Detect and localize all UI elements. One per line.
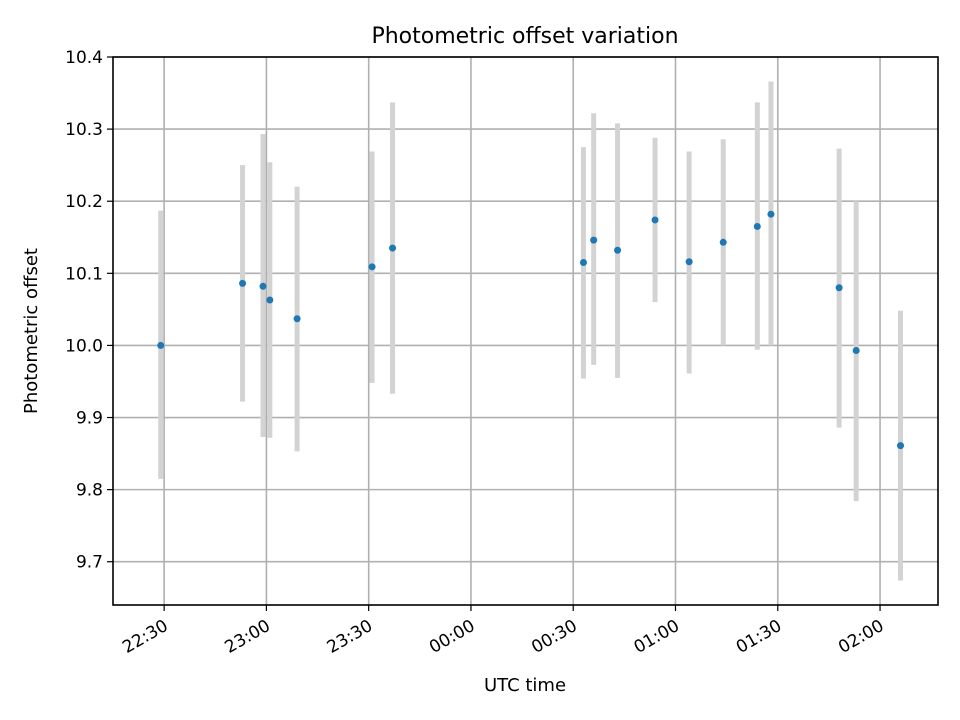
x-axis-label: UTC time xyxy=(484,675,566,696)
x-tick-label: 23:30 xyxy=(324,616,376,658)
data-point xyxy=(614,246,622,254)
data-point xyxy=(897,442,904,450)
x-tick-label: 00:00 xyxy=(426,616,478,658)
data-point xyxy=(259,282,267,290)
axis-ticks: 22:30 23:00 23:30 00:00 00:30 01:00 01:30 02:00… xyxy=(65,48,887,658)
data-point xyxy=(293,315,301,323)
data-point xyxy=(651,216,659,224)
data-point xyxy=(579,259,587,266)
data-point xyxy=(266,296,274,304)
data-point xyxy=(835,284,843,292)
data-points xyxy=(157,210,904,450)
x-tick-label: 22:30 xyxy=(119,616,171,658)
y-tick-label: 10.0 xyxy=(65,336,103,356)
data-point xyxy=(753,222,761,230)
y-tick-label: 9.7 xyxy=(76,553,103,573)
x-tick-label: 01:00 xyxy=(631,616,683,658)
data-point xyxy=(852,346,860,354)
data-point xyxy=(590,236,598,244)
y-tick-label: 10.2 xyxy=(65,192,103,212)
y-tick-label: 9.8 xyxy=(76,481,103,501)
y-axis-label: Photometric offset xyxy=(21,248,42,414)
x-tick-label: 00:30 xyxy=(528,616,580,658)
data-point xyxy=(239,279,247,287)
x-tick-label: 02:00 xyxy=(835,616,887,658)
data-point xyxy=(685,258,693,266)
data-point xyxy=(389,244,397,252)
grid xyxy=(113,56,938,605)
x-tick-label: 23:00 xyxy=(221,616,273,658)
x-tick-label: 01:30 xyxy=(733,616,785,658)
y-tick-label: 10.1 xyxy=(65,264,103,284)
y-tick-label: 10.3 xyxy=(65,120,103,140)
error-bars xyxy=(158,81,903,581)
y-tick-label: 10.4 xyxy=(65,48,103,68)
y-tick-label: 9.9 xyxy=(76,409,103,429)
data-point xyxy=(767,210,775,218)
plot-frame xyxy=(112,56,939,606)
data-point xyxy=(719,238,727,246)
data-point xyxy=(157,341,165,349)
chart-title: Photometric offset variation xyxy=(371,24,678,49)
data-point xyxy=(368,263,376,271)
